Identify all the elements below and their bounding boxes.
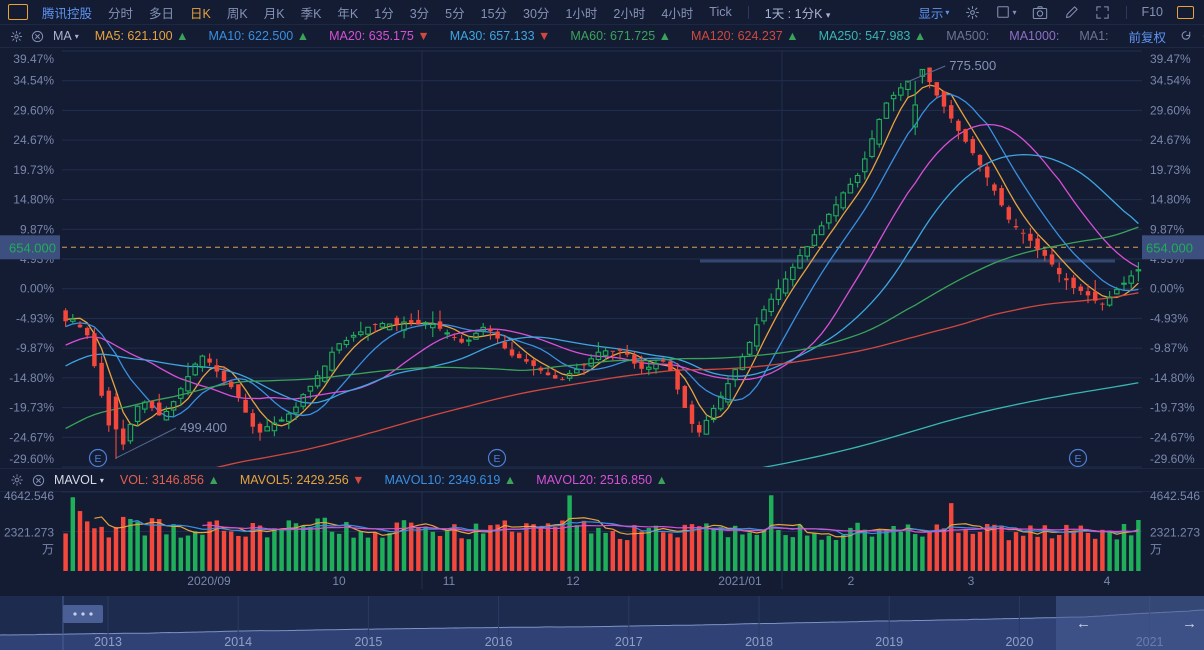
svg-text:2013: 2013 <box>94 635 122 649</box>
svg-text:→: → <box>1182 615 1197 632</box>
svg-text:2019: 2019 <box>875 635 903 649</box>
svg-text:←: ← <box>1076 615 1091 632</box>
svg-text:2020: 2020 <box>1005 635 1033 649</box>
svg-text:2018: 2018 <box>745 635 773 649</box>
svg-text:2015: 2015 <box>354 635 382 649</box>
svg-text:2016: 2016 <box>485 635 513 649</box>
svg-text:2014: 2014 <box>224 635 252 649</box>
svg-text:2017: 2017 <box>615 635 643 649</box>
